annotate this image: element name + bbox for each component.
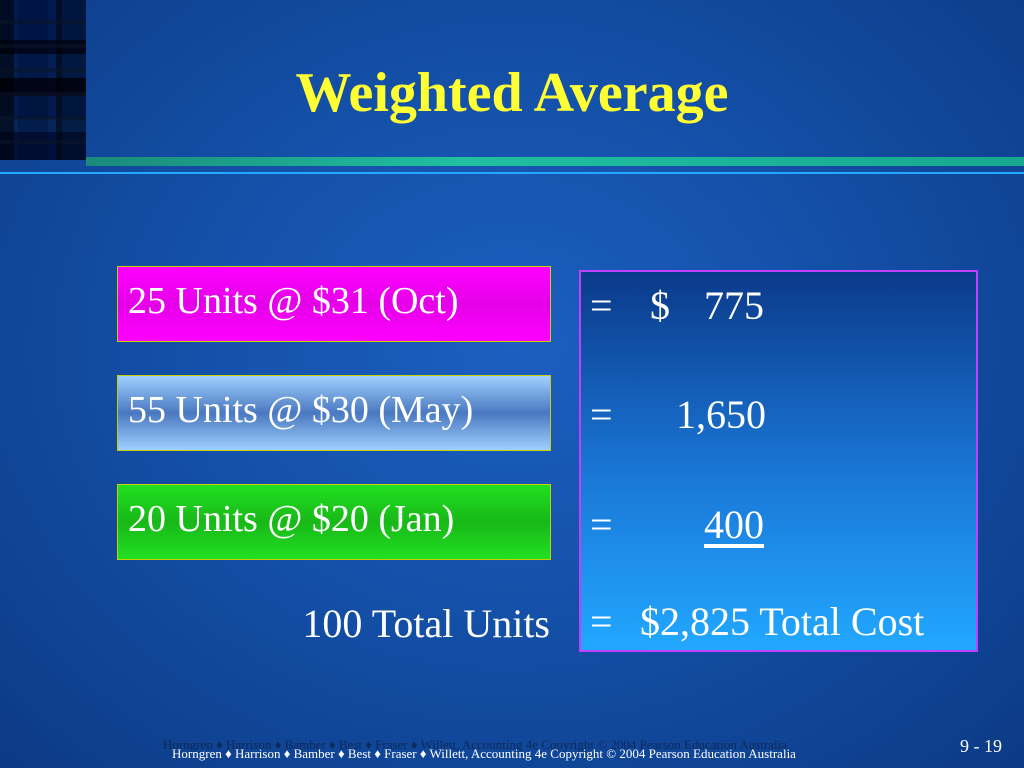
dollar-sign: $ (650, 283, 670, 328)
equals-sign-3: = (590, 502, 613, 547)
cost-may-value: 1,650 (676, 392, 766, 437)
total-units-label: 100 Total Units (302, 601, 550, 646)
slide-title: Weighted Average (295, 62, 729, 124)
units-may-box: 55 Units @ $30 (May) (117, 375, 551, 451)
equals-sign-1: = (590, 283, 613, 328)
cost-panel (579, 270, 978, 652)
title-divider-thick (86, 157, 1024, 166)
total-cost-value: $2,825 Total Cost (640, 599, 925, 644)
slide-number: 9 - 19 (960, 736, 1002, 756)
units-oct-box: 25 Units @ $31 (Oct) (117, 266, 551, 342)
corner-mosaic-decoration (0, 0, 86, 160)
equals-sign-2: = (590, 392, 613, 437)
cost-jan-value: 400 (704, 502, 764, 547)
units-jan-box: 20 Units @ $20 (Jan) (117, 484, 551, 560)
title-divider-thin (0, 172, 1024, 174)
equals-sign-4: = (590, 599, 613, 644)
cost-oct-value: 775 (704, 283, 764, 328)
footer-copyright: Horngren ♦ Harrison ♦ Bamber ♦ Best ♦ Fr… (172, 746, 796, 761)
footer-shadow-text: Horngren ♦ Harrison ♦ Bamber ♦ Best ♦ Fr… (163, 737, 787, 752)
